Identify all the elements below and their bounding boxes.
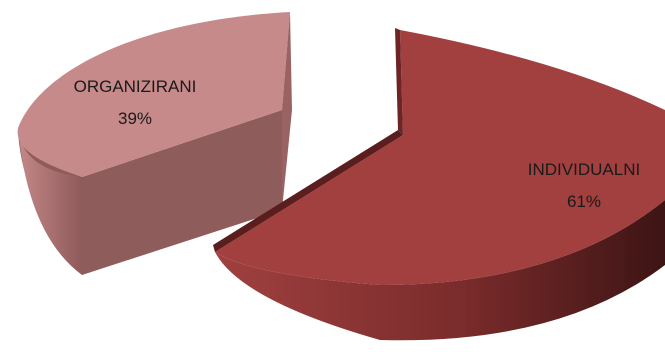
slice-organizirani-side (18, 110, 282, 275)
label-individualni-category: INDIVIDUALNI (528, 160, 640, 179)
slice-organizirani-cut-face (282, 12, 292, 210)
label-individualni-value: 61% (567, 192, 601, 211)
slice-individualni-side (215, 200, 665, 341)
slice-individualni (213, 28, 665, 341)
slice-individualni-cut-face (395, 28, 403, 135)
slice-organizirani (17, 12, 292, 275)
label-organizirani-category: ORGANIZIRANI (74, 77, 197, 96)
slice-organizirani-top (17, 12, 291, 177)
slice-individualni-top (215, 30, 665, 285)
label-organizirani-value: 39% (118, 109, 152, 128)
slice-individualni-inner-wall (213, 130, 403, 252)
slice-organizirani-side-outer (18, 128, 82, 275)
